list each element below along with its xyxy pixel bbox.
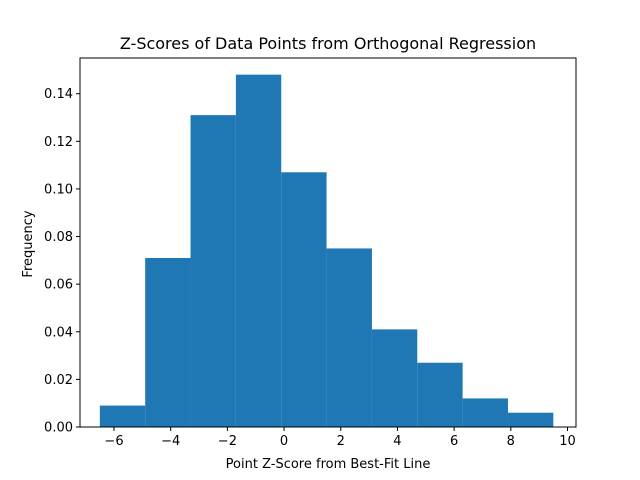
y-tick-label: 0.06 bbox=[44, 278, 73, 293]
y-tick-label: 0.14 bbox=[44, 87, 73, 102]
x-tick-label: 10 bbox=[559, 434, 576, 449]
chart-title: Z-Scores of Data Points from Orthogonal … bbox=[120, 34, 536, 53]
y-tick-label: 0.12 bbox=[44, 135, 73, 150]
x-tick-label: −6 bbox=[104, 434, 123, 449]
x-tick-label: −4 bbox=[161, 434, 180, 449]
y-tick-label: 0.08 bbox=[44, 230, 73, 245]
histogram-bar bbox=[281, 172, 327, 427]
x-tick-label: 2 bbox=[337, 434, 345, 449]
x-tick-label: 6 bbox=[450, 434, 458, 449]
plot-frame bbox=[79, 57, 577, 428]
histogram-bar bbox=[326, 248, 372, 427]
x-tick-label: 8 bbox=[507, 434, 515, 449]
x-tick-label: 4 bbox=[393, 434, 401, 449]
y-ticks-group: 0.00 0.02 0.04 0.06 0.08 0.10 0.12 0.14 bbox=[44, 87, 80, 436]
y-tick-label: 0.02 bbox=[44, 373, 73, 388]
histogram-bar bbox=[507, 412, 554, 427]
y-axis-label: Frequency bbox=[21, 210, 36, 277]
bars-group bbox=[99, 74, 554, 427]
histogram-bar bbox=[99, 405, 146, 427]
histogram-bar bbox=[190, 115, 236, 427]
x-ticks-group: −6 −4 −2 0 2 4 6 8 10 bbox=[104, 427, 576, 449]
x-tick-label: −2 bbox=[218, 434, 237, 449]
histogram-bar bbox=[371, 329, 418, 427]
histogram-bar bbox=[235, 74, 282, 427]
y-tick-label: 0.10 bbox=[44, 182, 73, 197]
histogram-bar bbox=[417, 362, 463, 427]
histogram-bar bbox=[145, 257, 191, 427]
x-axis-label: Point Z-Score from Best-Fit Line bbox=[226, 457, 431, 472]
x-tick-label: 0 bbox=[280, 434, 288, 449]
histogram-bar bbox=[462, 398, 508, 427]
y-tick-label: 0.00 bbox=[44, 421, 73, 436]
y-tick-label: 0.04 bbox=[44, 325, 73, 340]
